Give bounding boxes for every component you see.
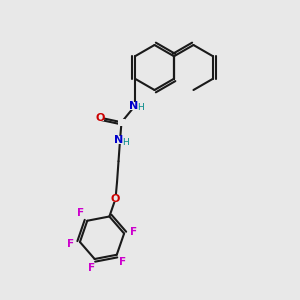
- Text: O: O: [96, 113, 105, 123]
- Text: N: N: [114, 135, 123, 145]
- FancyBboxPatch shape: [120, 259, 126, 265]
- Text: O: O: [111, 194, 120, 204]
- Text: F: F: [130, 227, 137, 237]
- Text: N: N: [129, 101, 138, 111]
- FancyBboxPatch shape: [88, 265, 95, 272]
- FancyBboxPatch shape: [118, 119, 125, 125]
- FancyBboxPatch shape: [67, 241, 74, 247]
- Text: F: F: [77, 208, 85, 218]
- FancyBboxPatch shape: [97, 115, 104, 121]
- FancyBboxPatch shape: [78, 210, 84, 217]
- FancyBboxPatch shape: [112, 196, 119, 202]
- Text: F: F: [88, 263, 95, 273]
- Text: H: H: [122, 137, 129, 146]
- FancyBboxPatch shape: [130, 228, 137, 235]
- Text: F: F: [67, 239, 74, 249]
- Text: F: F: [119, 257, 127, 267]
- FancyBboxPatch shape: [129, 101, 141, 110]
- FancyBboxPatch shape: [114, 136, 126, 144]
- Text: H: H: [137, 103, 144, 112]
